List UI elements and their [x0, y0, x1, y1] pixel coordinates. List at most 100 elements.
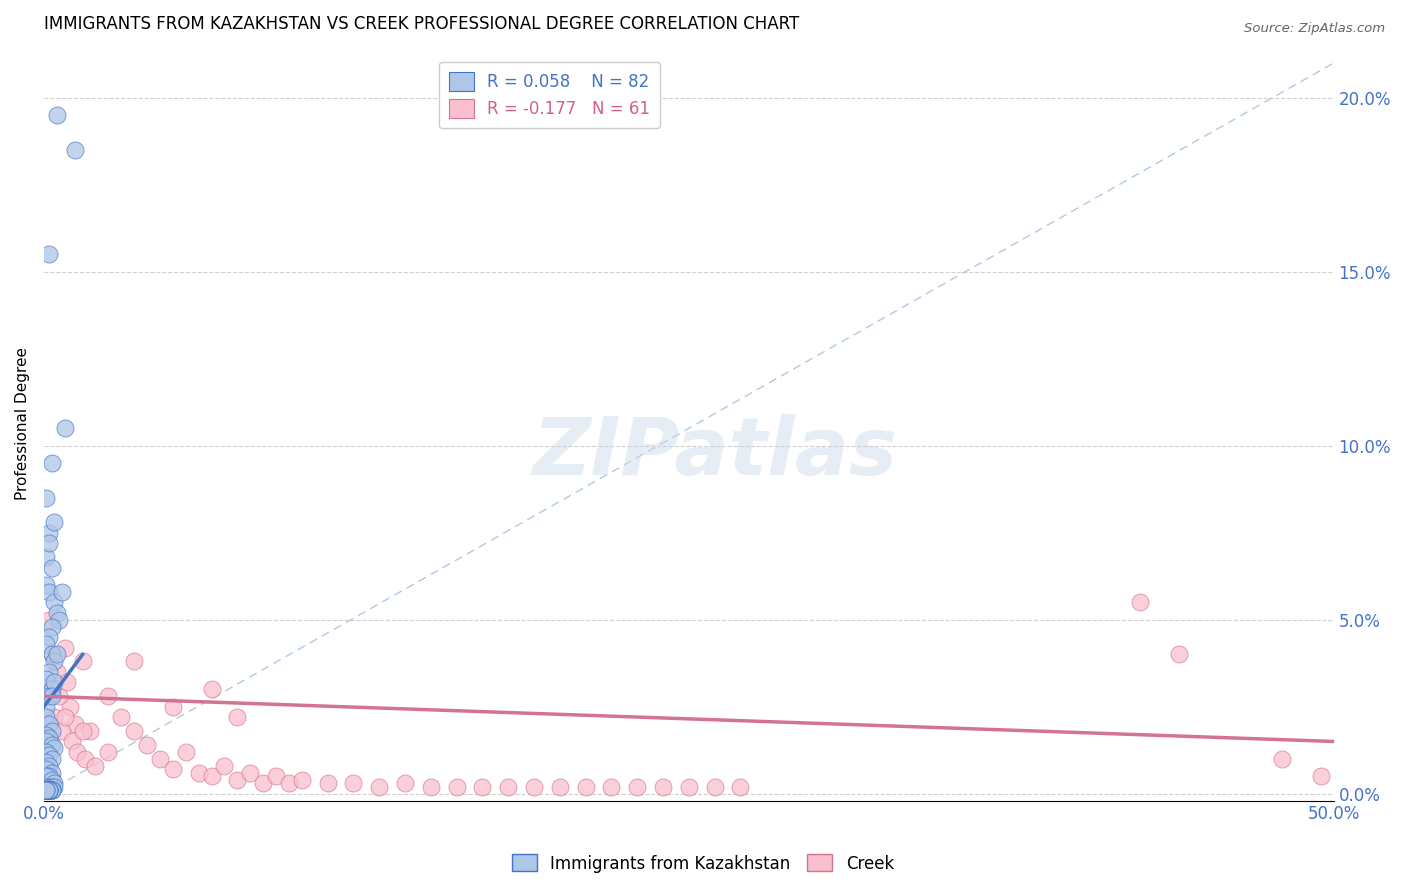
Point [1129, 595, 1152, 609]
Point [35, 783, 58, 797]
Point [35, 783, 58, 797]
Point [226, 710, 249, 724]
Y-axis label: Professional Degree: Professional Degree [15, 347, 30, 500]
Point [38, 783, 60, 797]
Point [45, 648, 67, 662]
Point [200, 682, 222, 697]
Point [35, 710, 58, 724]
Point [41, 560, 63, 574]
Point [35, 783, 58, 797]
Point [41, 724, 63, 739]
Point [41, 783, 63, 797]
Point [38, 731, 60, 745]
Point [38, 769, 60, 783]
Point [35, 783, 58, 797]
Point [44, 780, 66, 794]
Point [122, 655, 145, 669]
Text: ZIPatlas: ZIPatlas [531, 415, 897, 492]
Point [35, 699, 58, 714]
Point [174, 745, 197, 759]
Point [264, 769, 287, 783]
Point [368, 780, 391, 794]
Point [35, 783, 58, 797]
Point [44, 776, 66, 790]
Point [35, 756, 58, 770]
Point [38, 759, 60, 773]
Point [35, 745, 58, 759]
Point [38, 613, 60, 627]
Point [342, 776, 364, 790]
Point [44, 516, 66, 530]
Point [84, 759, 107, 773]
Point [38, 585, 60, 599]
Point [1309, 769, 1331, 783]
Point [162, 762, 184, 776]
Point [41, 783, 63, 797]
Point [44, 741, 66, 756]
Point [38, 630, 60, 644]
Point [75, 752, 97, 766]
Point [122, 724, 145, 739]
Point [600, 780, 623, 794]
Point [626, 780, 648, 794]
Point [41, 783, 63, 797]
Point [38, 525, 60, 540]
Point [730, 780, 752, 794]
Point [471, 780, 494, 794]
Point [41, 620, 63, 634]
Point [703, 780, 725, 794]
Point [35, 734, 58, 748]
Point [35, 780, 58, 794]
Point [63, 143, 86, 157]
Point [35, 672, 58, 686]
Point [44, 595, 66, 609]
Point [38, 783, 60, 797]
Point [63, 717, 86, 731]
Point [548, 780, 571, 794]
Point [35, 783, 58, 797]
Point [38, 536, 60, 550]
Point [41, 738, 63, 752]
Point [316, 776, 339, 790]
Point [35, 491, 58, 505]
Point [97, 745, 120, 759]
Point [35, 783, 58, 797]
Point [136, 738, 159, 752]
Point [239, 765, 262, 780]
Legend: Immigrants from Kazakhstan, Creek: Immigrants from Kazakhstan, Creek [505, 847, 901, 880]
Point [35, 783, 58, 797]
Point [44, 710, 66, 724]
Point [66, 745, 89, 759]
Point [35, 783, 58, 797]
Point [200, 769, 222, 783]
Point [38, 717, 60, 731]
Point [41, 648, 63, 662]
Point [51, 724, 73, 739]
Point [41, 682, 63, 697]
Point [41, 690, 63, 704]
Legend: R = 0.058    N = 82, R = -0.177   N = 61: R = 0.058 N = 82, R = -0.177 N = 61 [439, 62, 661, 128]
Point [1271, 752, 1294, 766]
Point [446, 780, 468, 794]
Point [48, 613, 70, 627]
Point [41, 783, 63, 797]
Point [38, 247, 60, 261]
Point [35, 783, 58, 797]
Point [496, 780, 519, 794]
Text: Source: ZipAtlas.com: Source: ZipAtlas.com [1244, 22, 1385, 36]
Point [35, 550, 58, 565]
Point [72, 724, 94, 739]
Point [48, 690, 70, 704]
Point [53, 710, 76, 724]
Point [252, 776, 274, 790]
Point [187, 765, 209, 780]
Point [35, 783, 58, 797]
Point [41, 648, 63, 662]
Point [652, 780, 675, 794]
Point [41, 752, 63, 766]
Point [38, 665, 60, 679]
Point [278, 776, 301, 790]
Point [97, 690, 120, 704]
Point [35, 637, 58, 651]
Point [45, 665, 67, 679]
